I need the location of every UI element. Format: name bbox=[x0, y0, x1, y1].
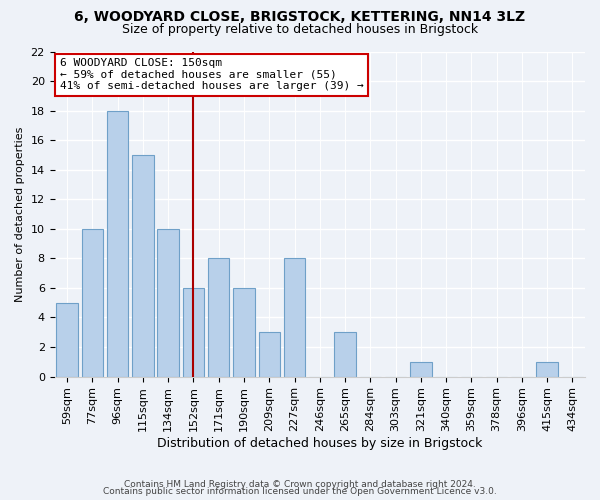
Text: Contains public sector information licensed under the Open Government Licence v3: Contains public sector information licen… bbox=[103, 488, 497, 496]
Bar bbox=[107, 110, 128, 376]
Bar bbox=[183, 288, 204, 376]
X-axis label: Distribution of detached houses by size in Brigstock: Distribution of detached houses by size … bbox=[157, 437, 482, 450]
Y-axis label: Number of detached properties: Number of detached properties bbox=[15, 126, 25, 302]
Text: 6 WOODYARD CLOSE: 150sqm
← 59% of detached houses are smaller (55)
41% of semi-d: 6 WOODYARD CLOSE: 150sqm ← 59% of detach… bbox=[60, 58, 364, 91]
Bar bbox=[208, 258, 229, 376]
Bar bbox=[410, 362, 431, 376]
Bar bbox=[56, 302, 78, 376]
Text: 6, WOODYARD CLOSE, BRIGSTOCK, KETTERING, NN14 3LZ: 6, WOODYARD CLOSE, BRIGSTOCK, KETTERING,… bbox=[74, 10, 526, 24]
Bar bbox=[259, 332, 280, 376]
Text: Size of property relative to detached houses in Brigstock: Size of property relative to detached ho… bbox=[122, 22, 478, 36]
Bar bbox=[233, 288, 255, 376]
Bar bbox=[284, 258, 305, 376]
Bar bbox=[334, 332, 356, 376]
Bar bbox=[82, 229, 103, 376]
Text: Contains HM Land Registry data © Crown copyright and database right 2024.: Contains HM Land Registry data © Crown c… bbox=[124, 480, 476, 489]
Bar bbox=[536, 362, 558, 376]
Bar bbox=[132, 155, 154, 376]
Bar bbox=[157, 229, 179, 376]
